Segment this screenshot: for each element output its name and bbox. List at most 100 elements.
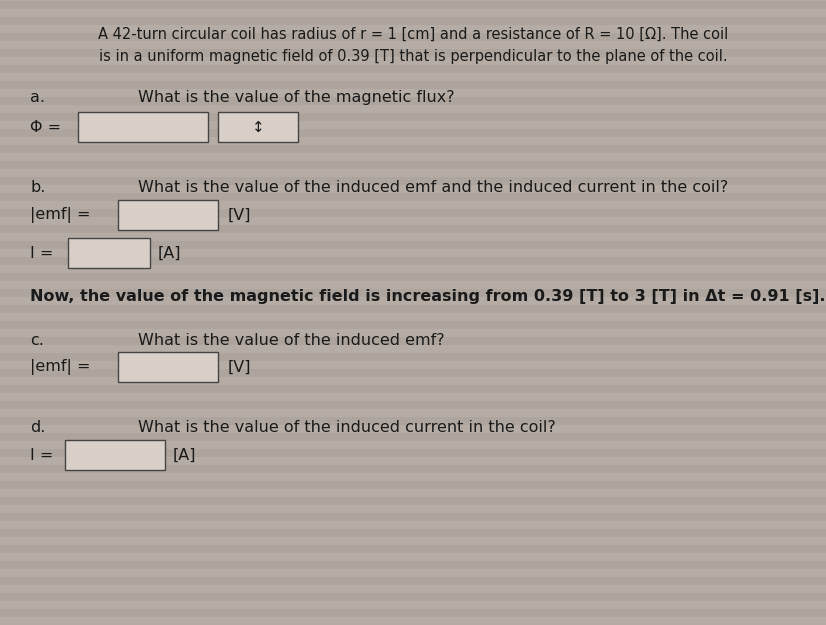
Bar [0, 209, 826, 217]
Bar [0, 265, 826, 273]
Bar [0, 129, 826, 137]
Bar [0, 593, 826, 601]
Text: c.: c. [30, 333, 44, 348]
Bar [0, 201, 826, 209]
Bar [0, 353, 826, 361]
FancyBboxPatch shape [68, 238, 150, 268]
Bar [0, 553, 826, 561]
Bar [0, 217, 826, 225]
Text: What is the value of the magnetic flux?: What is the value of the magnetic flux? [138, 90, 454, 105]
Bar [0, 617, 826, 625]
Bar [0, 369, 826, 377]
Bar [0, 289, 826, 297]
Bar [0, 561, 826, 569]
Bar [0, 481, 826, 489]
Text: [V]: [V] [228, 208, 251, 222]
Bar [0, 497, 826, 505]
Text: ↕: ↕ [252, 119, 264, 134]
Bar [0, 601, 826, 609]
Bar [0, 225, 826, 233]
Bar [0, 33, 826, 41]
Bar [0, 0, 826, 1]
Bar [0, 241, 826, 249]
Bar [0, 281, 826, 289]
Bar [0, 313, 826, 321]
FancyBboxPatch shape [118, 352, 218, 382]
Bar [0, 393, 826, 401]
Text: [V]: [V] [228, 359, 251, 374]
Text: a.: a. [30, 90, 45, 105]
Bar [0, 609, 826, 617]
Text: What is the value of the induced current in the coil?: What is the value of the induced current… [138, 420, 556, 435]
Bar [0, 73, 826, 81]
Bar [0, 257, 826, 265]
Text: [A]: [A] [173, 448, 197, 462]
Bar [0, 441, 826, 449]
Bar [0, 65, 826, 73]
Bar [0, 521, 826, 529]
Bar [0, 577, 826, 585]
Bar [0, 25, 826, 33]
Text: d.: d. [30, 420, 45, 435]
Bar [0, 401, 826, 409]
FancyBboxPatch shape [118, 200, 218, 230]
Bar [0, 417, 826, 425]
Bar [0, 585, 826, 593]
Bar [0, 489, 826, 497]
Bar [0, 17, 826, 25]
FancyBboxPatch shape [218, 112, 298, 142]
Bar [0, 545, 826, 553]
Bar [0, 465, 826, 473]
Bar [0, 153, 826, 161]
Bar [0, 137, 826, 145]
Bar [0, 569, 826, 577]
Bar [0, 337, 826, 345]
Text: What is the value of the induced emf?: What is the value of the induced emf? [138, 333, 444, 348]
Text: I =: I = [30, 448, 54, 462]
Bar [0, 305, 826, 313]
Bar [0, 457, 826, 465]
Bar [0, 41, 826, 49]
Bar [0, 433, 826, 441]
Bar [0, 425, 826, 433]
Bar [0, 1, 826, 9]
Text: A 42-turn circular coil has radius of r = 1 [cm] and a resistance of R = 10 [Ω].: A 42-turn circular coil has radius of r … [97, 27, 729, 42]
Bar [0, 409, 826, 417]
Text: |emf| =: |emf| = [30, 359, 91, 375]
Text: What is the value of the induced emf and the induced current in the coil?: What is the value of the induced emf and… [138, 180, 729, 195]
Bar [0, 105, 826, 113]
Bar [0, 97, 826, 105]
Bar [0, 113, 826, 121]
Bar [0, 81, 826, 89]
Bar [0, 529, 826, 537]
Bar [0, 473, 826, 481]
Bar [0, 505, 826, 513]
Bar [0, 57, 826, 65]
Bar [0, 449, 826, 457]
Text: [A]: [A] [158, 246, 182, 261]
Text: Now, the value of the magnetic field is increasing from 0.39 [T] to 3 [T] in Δt : Now, the value of the magnetic field is … [30, 289, 825, 304]
Bar [0, 297, 826, 305]
Text: |emf| =: |emf| = [30, 207, 91, 223]
Bar [0, 169, 826, 177]
Bar [0, 49, 826, 57]
Bar [0, 329, 826, 337]
FancyBboxPatch shape [78, 112, 208, 142]
Bar [0, 145, 826, 153]
Bar [0, 249, 826, 257]
Text: I =: I = [30, 246, 54, 261]
Bar [0, 537, 826, 545]
Bar [0, 513, 826, 521]
Text: is in a uniform magnetic field of 0.39 [T] that is perpendicular to the plane of: is in a uniform magnetic field of 0.39 [… [98, 49, 728, 64]
Bar [0, 193, 826, 201]
Bar [0, 9, 826, 17]
Bar [0, 121, 826, 129]
Bar [0, 89, 826, 97]
Bar [0, 185, 826, 193]
Bar [0, 161, 826, 169]
Bar [0, 233, 826, 241]
Bar [0, 321, 826, 329]
FancyBboxPatch shape [65, 440, 165, 470]
Bar [0, 177, 826, 185]
Bar [0, 273, 826, 281]
